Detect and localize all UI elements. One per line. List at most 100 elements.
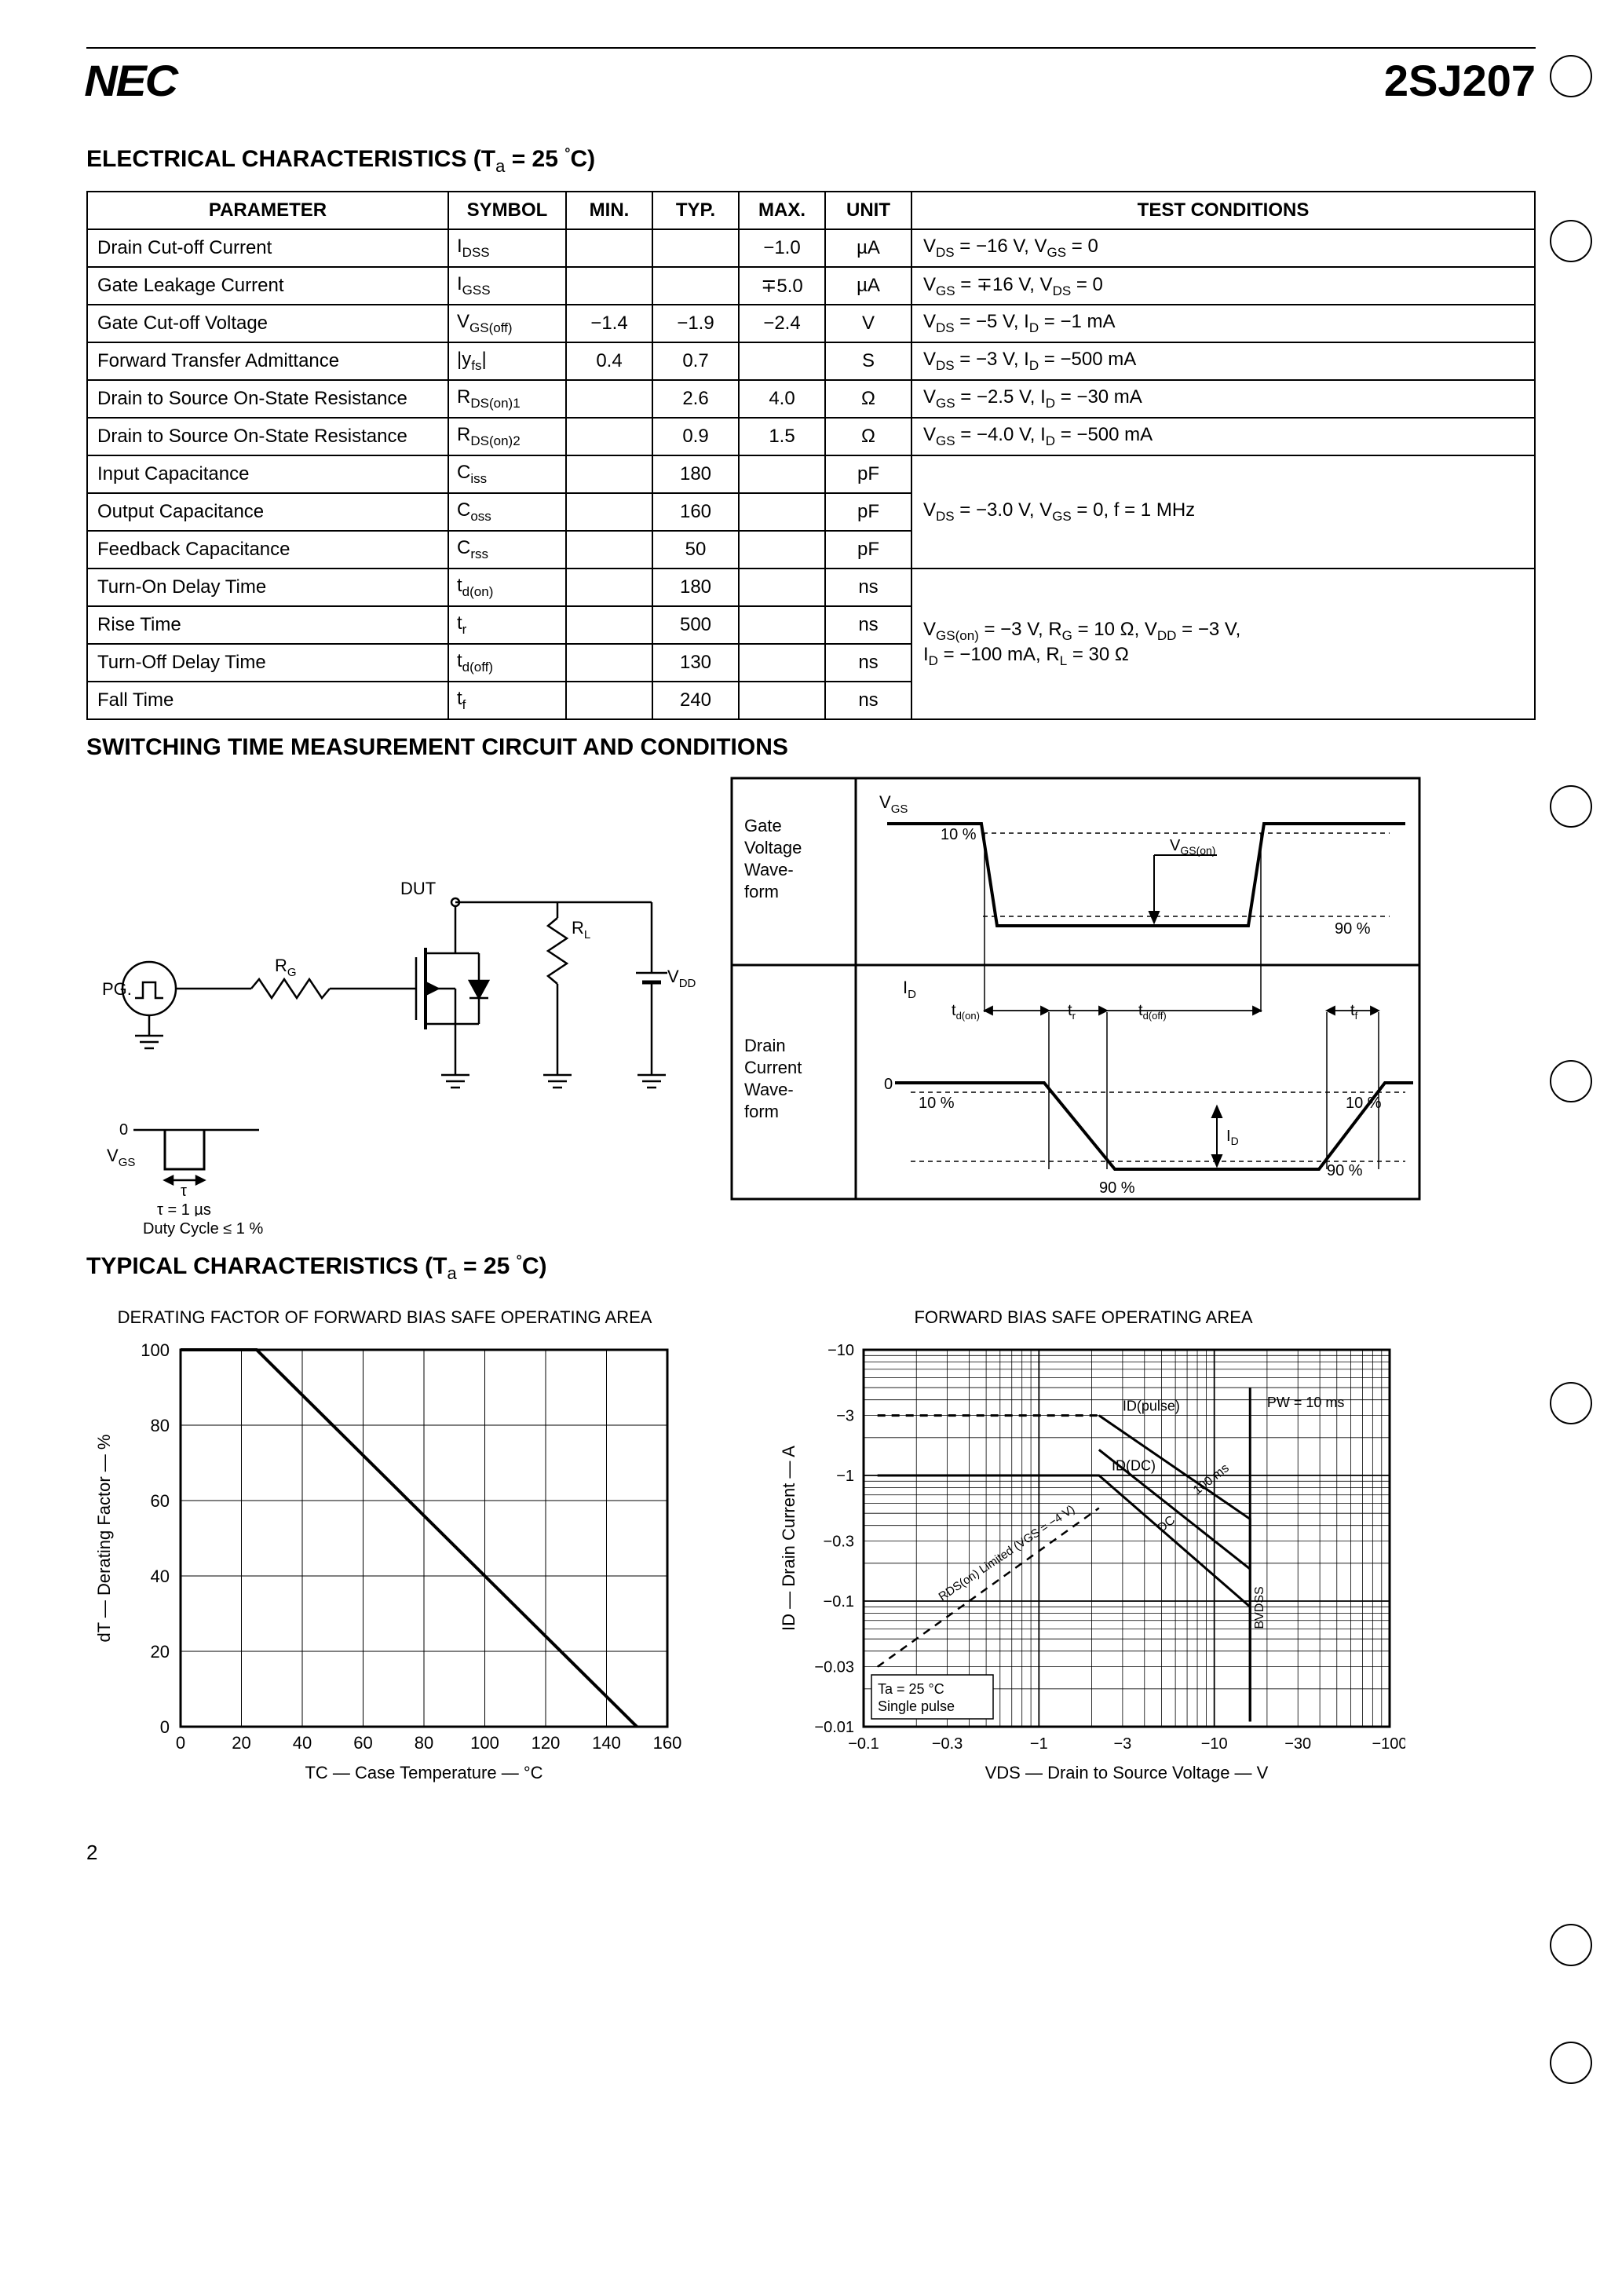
svg-text:−0.3: −0.3	[824, 1534, 854, 1551]
svg-text:160: 160	[653, 1733, 682, 1753]
svg-text:40: 40	[151, 1567, 170, 1586]
svg-text:VDS — Drain to Source Voltage: VDS — Drain to Source Voltage — V	[985, 1763, 1269, 1782]
svg-text:−3: −3	[1113, 1735, 1131, 1753]
svg-text:Gate: Gate	[744, 816, 782, 835]
svg-text:Wave-: Wave-	[744, 860, 794, 879]
table-row: Gate Cut-off Voltage VGS(off) −1.4−1.9−2…	[87, 305, 1535, 342]
svg-text:80: 80	[415, 1733, 433, 1753]
ec-title: ELECTRICAL CHARACTERISTICS (Ta = 25 °C)	[86, 145, 1536, 177]
svg-text:RL: RL	[572, 918, 590, 941]
waveform-diagram: Gate Voltage Wave- form Drain Current Wa…	[730, 777, 1421, 1238]
svg-text:RDS(on) Limited (VGS = −4 V): RDS(on) Limited (VGS = −4 V)	[937, 1503, 1078, 1604]
svg-text:−0.3: −0.3	[932, 1735, 963, 1753]
svg-text:Drain: Drain	[744, 1036, 786, 1055]
table-row: Drain to Source On-State Resistance RDS(…	[87, 380, 1535, 418]
svg-text:20: 20	[151, 1642, 170, 1662]
svg-text:ID: ID	[1226, 1128, 1239, 1147]
circuit-diagram: PG. RG	[86, 777, 699, 1238]
soa-title: FORWARD BIAS SAFE OPERATING AREA	[762, 1307, 1405, 1328]
svg-text:τ = 1 µs: τ = 1 µs	[157, 1201, 211, 1216]
col-max: MAX.	[739, 192, 825, 229]
svg-text:ID — Drain Current — A: ID — Drain Current — A	[779, 1446, 798, 1631]
svg-text:−0.1: −0.1	[824, 1593, 854, 1610]
svg-text:BVDSS: BVDSS	[1253, 1586, 1266, 1629]
svg-text:Wave-: Wave-	[744, 1080, 794, 1099]
duty-note: Duty Cycle ≤ 1 %	[143, 1220, 699, 1238]
svg-text:Ta = 25 °C: Ta = 25 °C	[878, 1681, 944, 1697]
svg-text:0: 0	[176, 1733, 185, 1753]
page-number: 2	[86, 1841, 1536, 1865]
col-parameter: PARAMETER	[87, 192, 448, 229]
svg-text:VGS: VGS	[879, 792, 908, 816]
svg-text:VGS(on): VGS(on)	[1170, 837, 1215, 857]
svg-text:VDD: VDD	[667, 967, 696, 990]
svg-text:td(on): td(on)	[952, 1002, 980, 1022]
svg-text:0: 0	[884, 1076, 893, 1093]
col-typ: TYP.	[652, 192, 739, 229]
typical-title: TYPICAL CHARACTERISTICS (Ta = 25 °C)	[86, 1252, 1536, 1284]
svg-text:−0.03: −0.03	[814, 1659, 854, 1676]
svg-text:ID: ID	[903, 978, 916, 1001]
svg-text:Voltage: Voltage	[744, 838, 802, 857]
svg-text:ID(DC): ID(DC)	[1112, 1457, 1156, 1473]
table-row: Turn-On Delay Time td(on) 180ns VGS(on) …	[87, 569, 1535, 606]
svg-text:10 %: 10 %	[1346, 1095, 1382, 1112]
svg-text:DUT: DUT	[400, 879, 436, 898]
svg-text:100: 100	[470, 1733, 499, 1753]
svg-text:100: 100	[141, 1340, 170, 1360]
svg-text:90 %: 90 %	[1335, 920, 1371, 938]
svg-text:PW = 10 ms: PW = 10 ms	[1267, 1395, 1345, 1410]
table-row: Drain Cut-off Current IDSS −1.0µA VDS = …	[87, 229, 1535, 267]
svg-text:−100: −100	[1372, 1735, 1405, 1753]
table-row: Input Capacitance Ciss 180pF VDS = −3.0 …	[87, 455, 1535, 493]
col-conditions: TEST CONDITIONS	[911, 192, 1535, 229]
svg-text:RG: RG	[275, 956, 297, 979]
svg-text:90 %: 90 %	[1099, 1179, 1135, 1197]
svg-text:form: form	[744, 882, 779, 901]
svg-text:0: 0	[160, 1717, 170, 1737]
svg-text:20: 20	[232, 1733, 250, 1753]
svg-text:form: form	[744, 1102, 779, 1121]
logo: NEC	[84, 55, 177, 106]
svg-text:VGS: VGS	[107, 1146, 135, 1169]
svg-text:40: 40	[293, 1733, 312, 1753]
svg-text:10 %: 10 %	[941, 826, 977, 843]
svg-text:60: 60	[151, 1491, 170, 1511]
switching-title: SWITCHING TIME MEASUREMENT CIRCUIT AND C…	[86, 734, 1536, 761]
col-min: MIN.	[566, 192, 652, 229]
derating-title: DERATING FACTOR OF FORWARD BIAS SAFE OPE…	[86, 1307, 683, 1328]
svg-text:−1: −1	[1030, 1735, 1048, 1753]
svg-text:DC: DC	[1155, 1513, 1178, 1535]
svg-text:−10: −10	[827, 1342, 854, 1359]
table-header-row: PARAMETER SYMBOL MIN. TYP. MAX. UNIT TES…	[87, 192, 1535, 229]
svg-text:PG.: PG.	[102, 979, 132, 999]
col-unit: UNIT	[825, 192, 911, 229]
svg-text:60: 60	[353, 1733, 372, 1753]
svg-text:Single pulse: Single pulse	[878, 1698, 955, 1714]
svg-text:−0.1: −0.1	[848, 1735, 879, 1753]
svg-text:−1: −1	[836, 1468, 854, 1485]
svg-text:Current: Current	[744, 1058, 802, 1077]
svg-text:−3: −3	[836, 1408, 854, 1425]
table-row: Drain to Source On-State Resistance RDS(…	[87, 418, 1535, 455]
svg-text:120: 120	[532, 1733, 561, 1753]
soa-chart: FORWARD BIAS SAFE OPERATING AREA −0.1−0.…	[762, 1307, 1405, 1809]
svg-text:τ: τ	[181, 1183, 187, 1200]
svg-text:10 %: 10 %	[919, 1095, 955, 1112]
svg-text:80: 80	[151, 1416, 170, 1435]
svg-text:90 %: 90 %	[1327, 1162, 1363, 1179]
svg-text:tf: tf	[1350, 1002, 1358, 1022]
svg-text:TC — Case Temperature — °C: TC — Case Temperature — °C	[305, 1763, 542, 1782]
svg-text:−10: −10	[1201, 1735, 1228, 1753]
svg-text:0: 0	[119, 1121, 128, 1139]
svg-text:tr: tr	[1068, 1002, 1076, 1022]
table-row: Forward Transfer Admittance |yfs| 0.40.7…	[87, 342, 1535, 380]
svg-text:140: 140	[592, 1733, 621, 1753]
svg-text:−0.01: −0.01	[814, 1719, 854, 1736]
derating-chart: DERATING FACTOR OF FORWARD BIAS SAFE OPE…	[86, 1307, 683, 1809]
svg-text:ID(pulse): ID(pulse)	[1123, 1398, 1180, 1414]
ec-table: PARAMETER SYMBOL MIN. TYP. MAX. UNIT TES…	[86, 191, 1536, 720]
part-number: 2SJ207	[1384, 55, 1536, 106]
svg-text:td(off): td(off)	[1138, 1002, 1167, 1022]
col-symbol: SYMBOL	[448, 192, 566, 229]
